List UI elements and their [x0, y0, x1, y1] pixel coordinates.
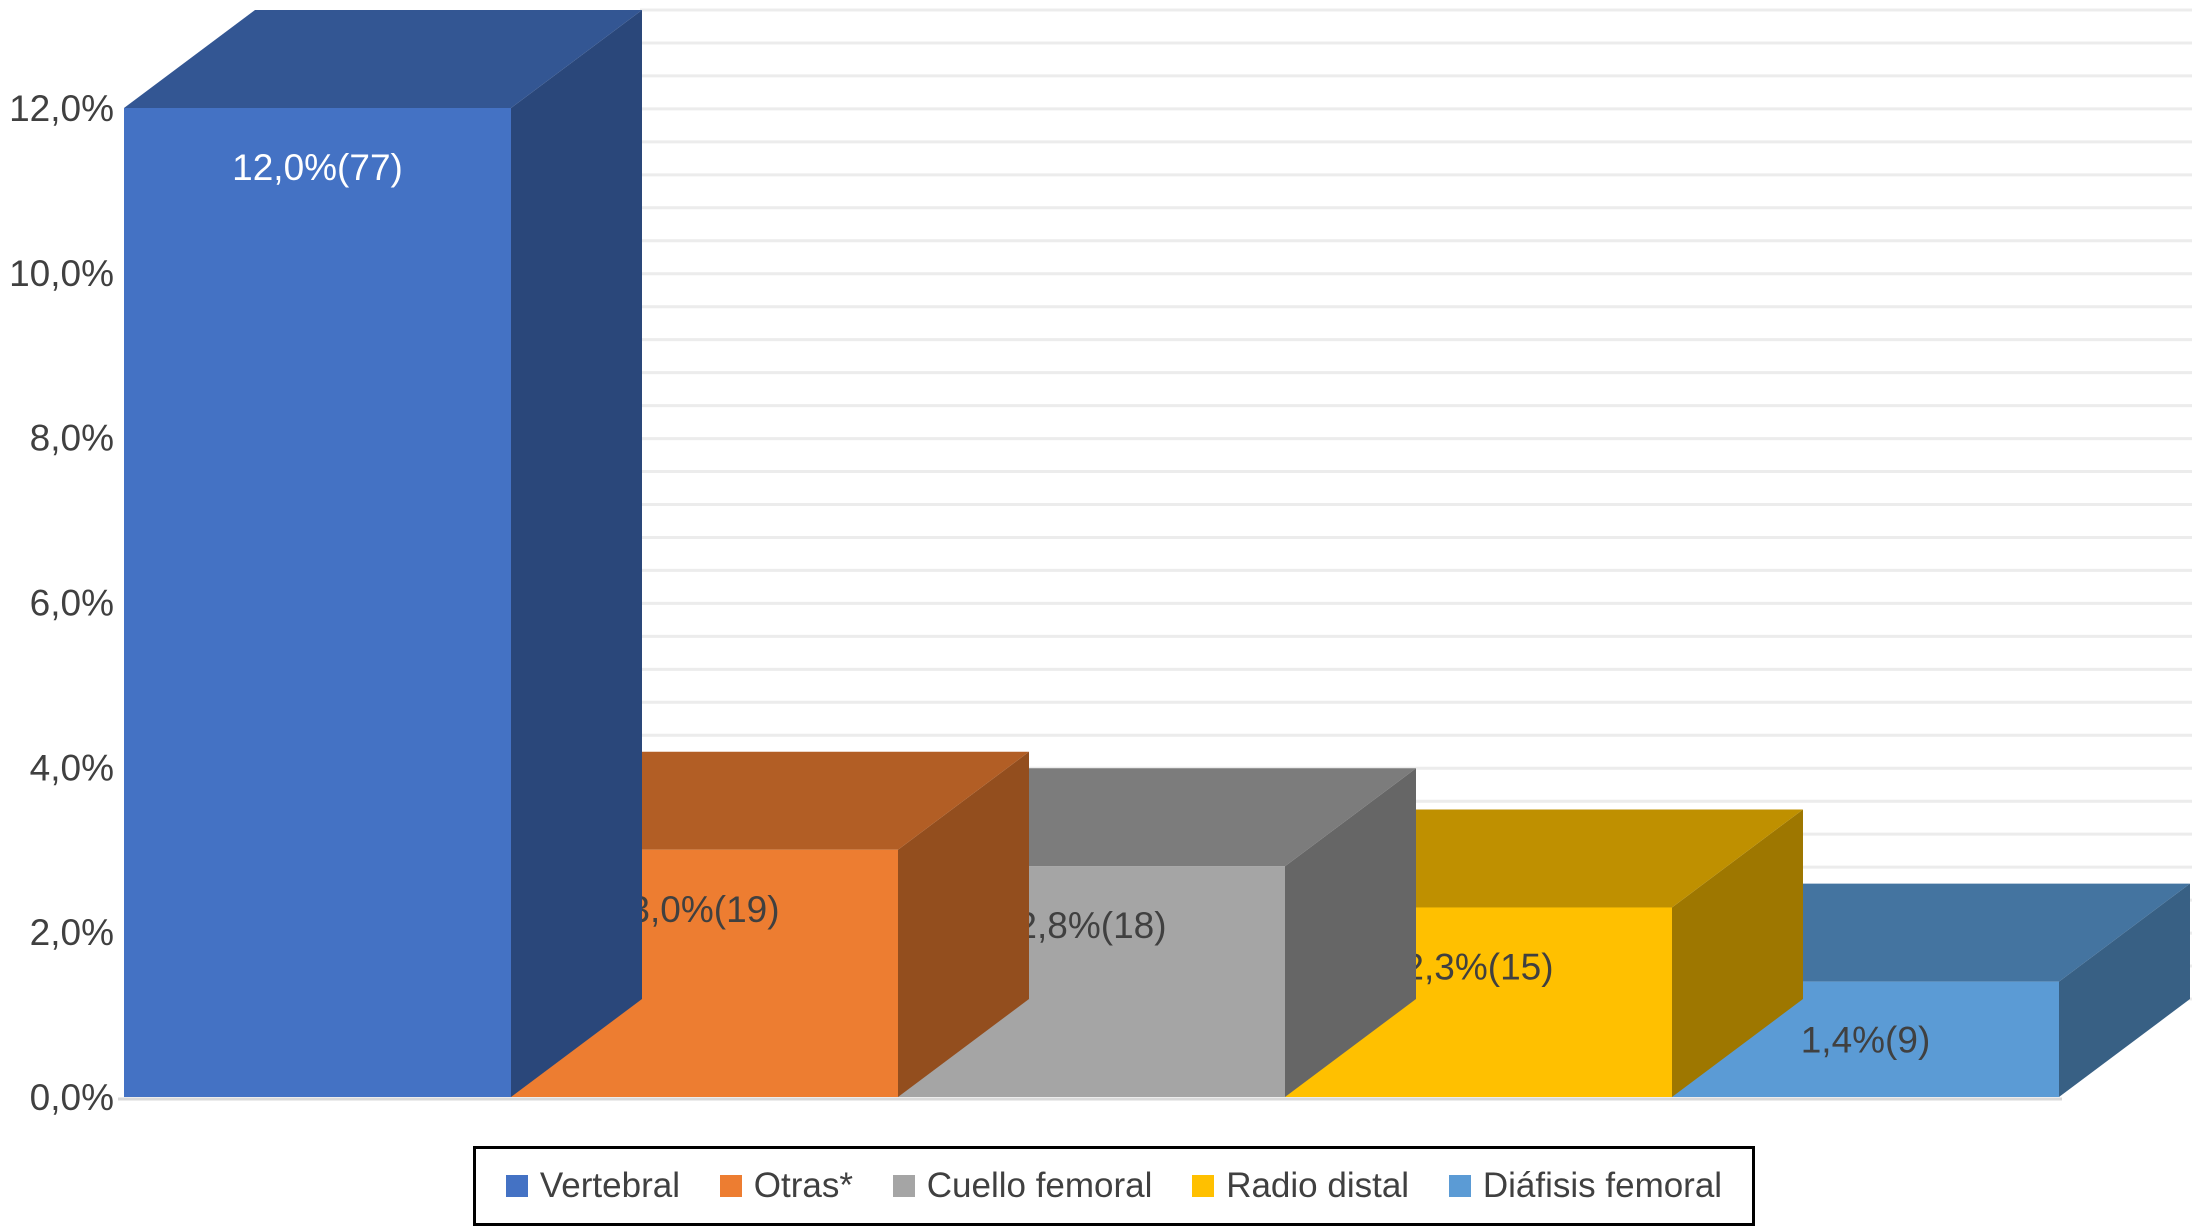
legend-swatch [719, 1175, 742, 1197]
legend-swatch [1192, 1175, 1215, 1197]
legend-item: Radio distal [1192, 1166, 1409, 1206]
bar-2: 3,0%(19) [511, 751, 1029, 1097]
legend-item: Diáfisis femoral [1448, 1166, 1723, 1206]
legend-label: Diáfisis femoral [1482, 1166, 1723, 1205]
bar-top-face [124, 10, 642, 108]
bar-side-face [898, 751, 1029, 1097]
bar-side-face [1285, 768, 1416, 1097]
data-label: 1,4%(9) [1801, 1019, 1931, 1060]
legend-label: Cuello femoral [926, 1166, 1153, 1205]
bar-side-face [1672, 809, 1803, 1097]
legend-item: Vertebral [505, 1166, 680, 1206]
y-tick-label: 6,0% [30, 583, 114, 624]
y-tick-label: 2,0% [30, 912, 114, 953]
y-axis-ticks: 0,0% 2,0% 4,0% 6,0% 8,0% 10,0% 12,0% [9, 88, 114, 1118]
legend-label: Radio distal [1226, 1166, 1410, 1205]
data-label: 3,0%(19) [629, 889, 779, 930]
legend-item: Cuello femoral [892, 1166, 1153, 1206]
bar-side-face [511, 10, 642, 1097]
data-label: 2,3%(15) [1403, 946, 1553, 987]
bars: 1,4%(9) 2,3%(15) 2,8%(18) 3,0%(19) 12,0%(77) [124, 10, 2190, 1097]
legend-label: Otras* [753, 1166, 853, 1205]
legend-label: Vertebral [539, 1166, 680, 1205]
legend-swatch [1448, 1175, 1471, 1197]
bar-side-face [2059, 883, 2190, 1097]
data-label: 12,0%(77) [232, 147, 403, 188]
legend-swatch [892, 1175, 915, 1197]
y-tick-label: 8,0% [30, 418, 114, 459]
y-tick-label: 12,0% [9, 88, 114, 129]
bar-front-face [124, 108, 511, 1097]
data-label: 2,8%(18) [1016, 905, 1166, 946]
legend-item: Otras* [719, 1166, 853, 1206]
legend-swatch [505, 1175, 528, 1197]
y-tick-label: 4,0% [30, 747, 114, 788]
y-tick-label: 10,0% [9, 253, 114, 294]
y-tick-label: 0,0% [30, 1077, 114, 1118]
bar-1: 12,0%(77) [124, 10, 642, 1097]
legend: Vertebral Otras* Cuello femoral Radio dista… [473, 1146, 1755, 1226]
